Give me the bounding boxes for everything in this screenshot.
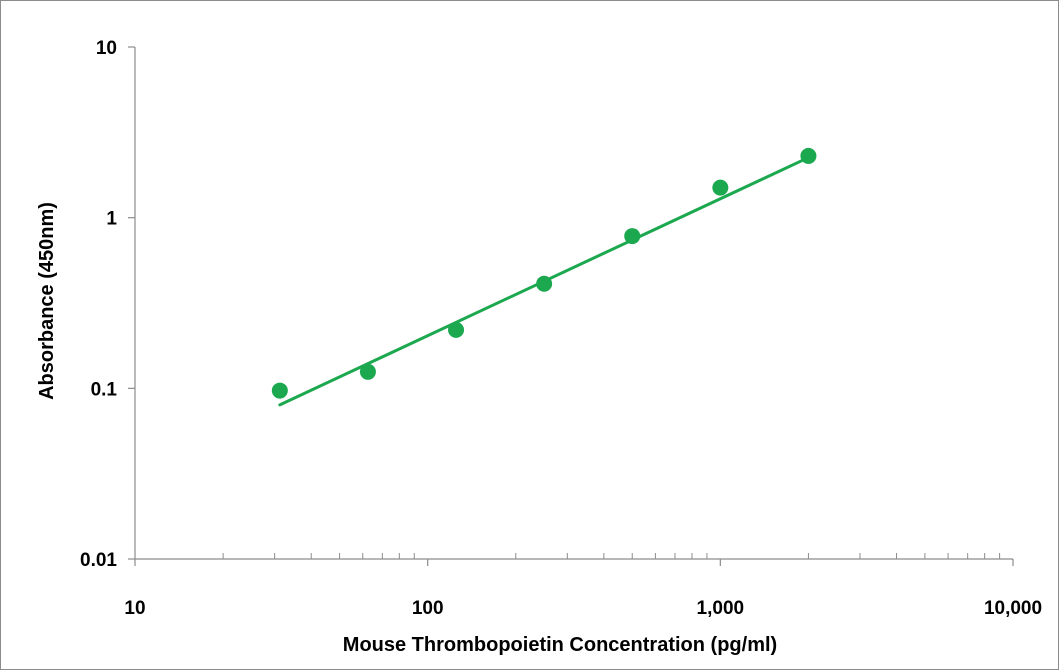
x-axis-title: Mouse Thrombopoietin Concentration (pg/m…	[343, 634, 777, 656]
x-tick-label: 1,000	[697, 598, 745, 619]
data-point	[448, 321, 465, 338]
y-axis-title: Absorbance (450nm)	[36, 202, 58, 400]
data-point	[359, 363, 376, 380]
data-point	[712, 179, 729, 196]
y-tick-label: 1	[106, 209, 117, 230]
data-point	[800, 147, 817, 164]
y-tick-label: 0.01	[80, 550, 117, 571]
axes	[128, 46, 1014, 566]
x-tick-label: 10,000	[984, 598, 1042, 619]
y-tick-label: 10	[96, 38, 117, 59]
y-tick-labels: 0.01 0.1 1 10	[80, 38, 117, 571]
data-point	[271, 382, 288, 399]
data-point	[624, 228, 641, 245]
data-point	[536, 275, 553, 292]
x-tick-label: 10	[124, 598, 145, 619]
x-tick-label: 100	[412, 598, 444, 619]
data-points	[271, 147, 817, 399]
y-tick-label: 0.1	[91, 379, 118, 400]
x-tick-labels: 10 100 1,000 10,000	[124, 598, 1042, 619]
